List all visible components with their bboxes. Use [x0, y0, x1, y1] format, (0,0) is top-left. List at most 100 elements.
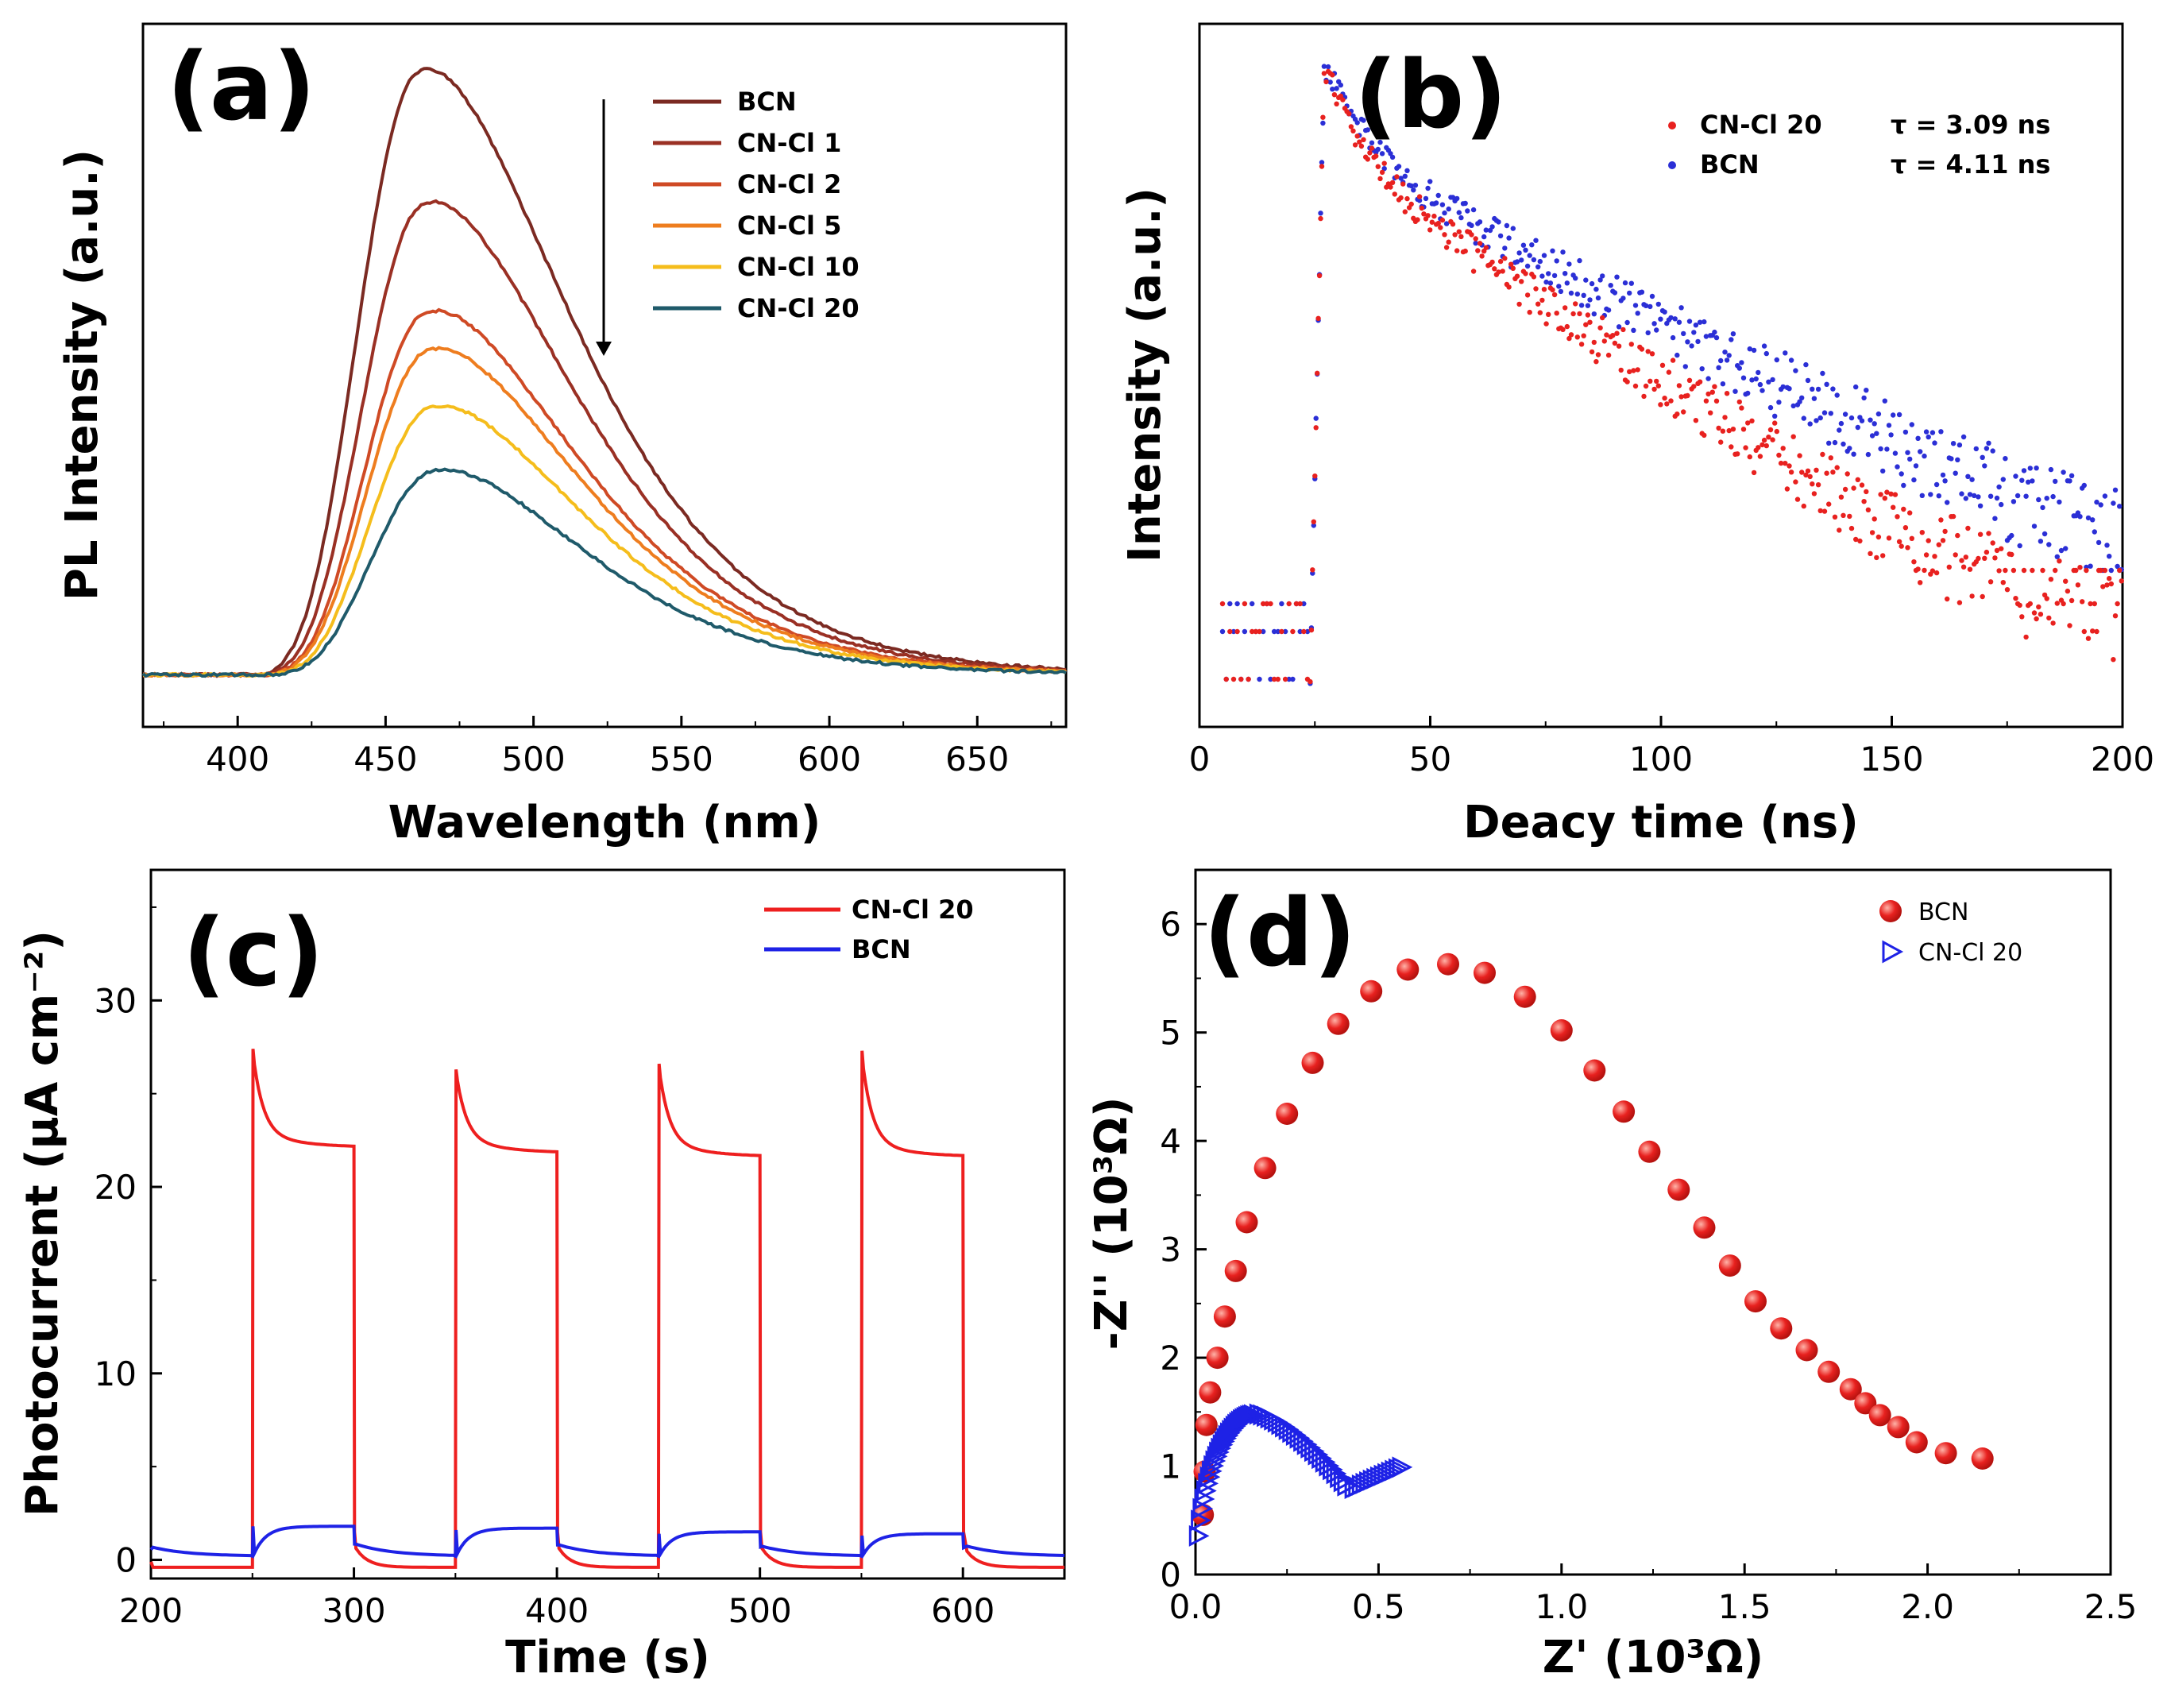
decay-point-cn-cl-20: [1496, 269, 1501, 275]
decay-point-bcn: [1554, 258, 1559, 264]
decay-point-cn-cl-20: [1678, 394, 1684, 400]
x-axis-label-d: Z' (10³Ω): [1543, 1632, 1764, 1683]
y-tick-label-d: 5: [1160, 1014, 1181, 1053]
decay-point-cn-cl-20: [1817, 508, 1823, 514]
decay-point-cn-cl-20: [1886, 535, 1892, 541]
decay-point-cn-cl-20: [1766, 435, 1771, 440]
decay-point-cn-cl-20: [1772, 420, 1778, 426]
decay-point-cn-cl-20: [1824, 470, 1829, 476]
decay-point-bcn: [2041, 531, 2048, 537]
decay-point-bcn: [1953, 470, 1958, 476]
decay-point-bcn: [1697, 319, 1703, 325]
decay-point-bcn: [1454, 195, 1460, 202]
decay-point-cn-cl-20: [1483, 245, 1489, 250]
decay-point-bcn: [2019, 477, 2025, 483]
decay-point-bcn: [1888, 432, 1894, 438]
decay-point-cn-cl-20: [1462, 248, 1468, 254]
decay-point-cn-cl-20: [2009, 551, 2014, 558]
decay-point-bcn: [1612, 290, 1618, 296]
y-tick-label-c: 10: [95, 1354, 137, 1393]
decay-point-bcn: [1745, 390, 1751, 396]
decay-point-bcn: [1566, 261, 1572, 267]
decay-point-bcn: [1622, 280, 1628, 286]
decay-point-bcn: [1759, 388, 1765, 393]
decay-point-bcn: [1824, 381, 1829, 387]
decay-point-bcn: [1535, 264, 1541, 270]
nyquist-point-bcn: [1235, 1211, 1258, 1234]
decay-point-bcn: [1729, 337, 1734, 342]
decay-point-bcn: [1712, 329, 1717, 335]
decay-point-bcn: [1318, 211, 1323, 216]
decay-point-cn-cl-20: [1780, 446, 1786, 451]
decay-point-cn-cl-20: [1315, 315, 1321, 321]
decay-point-cn-cl-20: [1844, 471, 1850, 477]
y-tick-label-d: 0: [1160, 1555, 1181, 1594]
decay-point-cn-cl-20: [2068, 597, 2075, 604]
decay-point-cn-cl-20: [2034, 616, 2039, 622]
decay-point-bcn: [2054, 554, 2060, 559]
decay-point-cn-cl-20: [1242, 601, 1248, 607]
y-tick-label-d: 4: [1160, 1122, 1181, 1161]
decay-point-cn-cl-20: [1574, 334, 1581, 340]
x-tick-label-d: 1.0: [1535, 1587, 1588, 1626]
decay-point-bcn: [1949, 456, 1954, 462]
decay-point-cn-cl-20: [1562, 305, 1568, 311]
series-c: [149, 1049, 1065, 1569]
decay-point-cn-cl-20: [1443, 245, 1450, 250]
nyquist-point-bcn: [1206, 1347, 1229, 1370]
decay-point-cn-cl-20: [2084, 567, 2089, 574]
decay-point-cn-cl-20: [1350, 128, 1356, 133]
decay-point-bcn: [1250, 601, 1255, 607]
decay-point-cn-cl-20: [1815, 482, 1821, 488]
decay-point-bcn: [1918, 449, 1923, 454]
decay-point-cn-cl-20: [1743, 445, 1748, 450]
decay-point-bcn: [2000, 477, 2006, 482]
decay-point-cn-cl-20: [1967, 566, 1973, 572]
decay-point-bcn: [1799, 395, 1805, 400]
decay-point-bcn: [2036, 497, 2041, 503]
decay-point-cn-cl-20: [1861, 499, 1867, 504]
legend-label-d: CN-Cl 20: [1918, 939, 2022, 967]
decay-point-bcn: [1643, 303, 1649, 308]
decay-point-bcn: [1674, 352, 1680, 358]
decay-point-bcn: [1832, 439, 1838, 446]
decay-point-bcn: [1992, 516, 1998, 521]
decay-point-bcn: [1702, 319, 1707, 325]
decay-point-bcn: [1681, 330, 1686, 337]
panel-letter-b: (b): [1354, 40, 1507, 149]
decay-point-cn-cl-20: [2040, 567, 2045, 574]
decay-point-bcn: [1940, 472, 1946, 478]
decay-point-cn-cl-20: [1681, 409, 1686, 415]
decay-point-cn-cl-20: [1286, 601, 1292, 607]
decay-point-cn-cl-20: [1375, 164, 1381, 169]
x-tick-label-d: 0.0: [1169, 1587, 1223, 1626]
decay-point-cn-cl-20: [1627, 369, 1632, 375]
decay-point-bcn: [1662, 309, 1667, 315]
decay-point-cn-cl-20: [1740, 427, 1747, 432]
decay-point-bcn: [1242, 628, 1248, 635]
legend-label-b: CN-Cl 20: [1700, 110, 1822, 140]
decay-point-cn-cl-20: [1425, 213, 1431, 218]
decay-point-cn-cl-20: [1550, 287, 1555, 293]
decay-point-cn-cl-20: [1708, 410, 1713, 415]
x-tick-label-a: 600: [798, 740, 861, 779]
decay-point-cn-cl-20: [2092, 601, 2097, 607]
decay-point-bcn: [2115, 563, 2120, 570]
decay-point-bcn: [1365, 127, 1371, 133]
legend-b: CN-Cl 20 τ = 3.09 ns BCN τ = 4.11 ns: [1668, 110, 2050, 180]
decay-point-cn-cl-20: [1726, 427, 1732, 434]
decay-point-cn-cl-20: [1246, 676, 1251, 682]
decay-point-bcn: [1720, 381, 1726, 387]
y-axis-label-c: Photocurrent (μA cm⁻²): [17, 930, 68, 1517]
decay-point-bcn: [1695, 338, 1701, 345]
x-axis-label-c: Time (s): [505, 1632, 710, 1683]
decay-point-cn-cl-20: [1915, 566, 1921, 572]
decay-point-cn-cl-20: [1718, 439, 1724, 445]
decay-point-cn-cl-20: [1965, 525, 1971, 531]
decay-point-cn-cl-20: [1297, 601, 1303, 607]
decay-point-cn-cl-20: [1392, 191, 1398, 197]
decay-point-bcn: [1689, 343, 1694, 349]
decay-point-cn-cl-20: [1685, 392, 1690, 399]
decay-point-cn-cl-20: [1583, 322, 1589, 327]
x-tick-label-b: 0: [1189, 740, 1211, 779]
